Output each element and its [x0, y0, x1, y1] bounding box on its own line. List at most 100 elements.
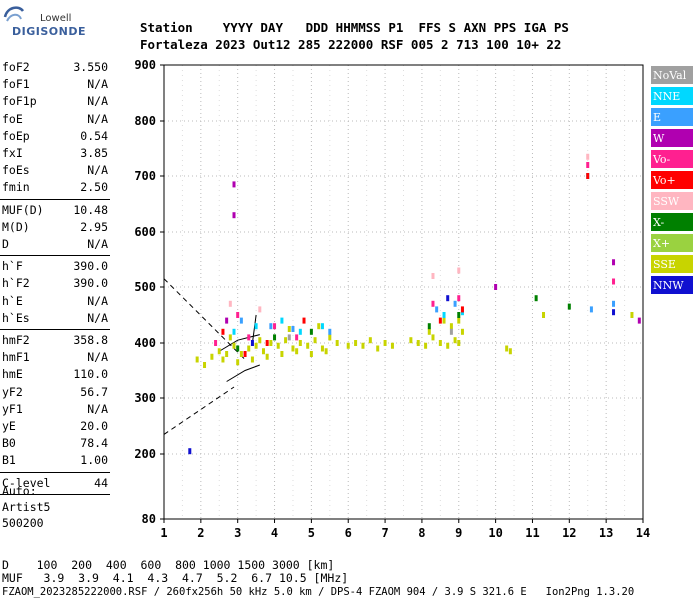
param-row: B0 78.4 — [2, 436, 108, 453]
data-point — [586, 162, 590, 168]
param-row: B1 1.00 — [2, 453, 108, 470]
x-tick-label: 7 — [381, 526, 388, 540]
param-row: h`F2 390.0 — [2, 276, 108, 293]
data-point — [376, 345, 380, 352]
data-point — [276, 342, 280, 349]
data-point — [427, 328, 431, 335]
data-point — [225, 317, 229, 324]
autoscaling-program: Artist5 — [2, 500, 51, 514]
param-name: h`F2 — [2, 276, 30, 291]
legend-label: SSW — [653, 195, 680, 208]
param-row: C-level 44 — [2, 476, 108, 493]
legend-swatch — [651, 129, 693, 147]
trace-line — [219, 334, 260, 352]
param-separator — [0, 255, 110, 257]
plot-frame — [163, 64, 644, 520]
data-point — [534, 295, 538, 302]
param-value: N/A — [87, 77, 108, 92]
data-point — [317, 323, 321, 330]
data-point — [446, 295, 450, 302]
legend-swatch — [651, 66, 693, 84]
data-point — [302, 317, 306, 324]
param-name: MUF(D) — [2, 202, 44, 217]
legend-label: E — [653, 111, 661, 124]
data-point — [295, 334, 299, 341]
data-point — [232, 181, 236, 188]
y-tick-label: 300 — [134, 391, 156, 405]
legend-swatch — [651, 150, 693, 168]
param-row: hmF1 N/A — [2, 350, 108, 367]
param-name: h`F — [2, 259, 23, 274]
data-point — [254, 323, 258, 330]
data-point — [457, 317, 461, 324]
param-value: 358.8 — [73, 333, 108, 347]
legend-swatch — [651, 108, 693, 126]
param-row: MUF(D) 10.48 — [2, 203, 108, 220]
param-value: 0.54 — [80, 128, 108, 143]
param-row: h`F 390.0 — [2, 259, 108, 276]
param-row: hmE 110.0 — [2, 367, 108, 384]
data-point — [309, 351, 313, 357]
data-point — [505, 345, 509, 352]
ionogram-chart: 1 2 3 4 5 6 7 8 9 10 11 12 13 14802003004005006007008… — [134, 58, 693, 540]
param-name: foF1p — [2, 94, 37, 109]
data-point — [195, 356, 199, 363]
param-name: foEp — [2, 128, 30, 143]
data-point — [232, 328, 236, 335]
data-point — [250, 340, 254, 346]
trace-line — [251, 314, 257, 344]
muf-row: MUF 3.9 3.9 4.1 4.3 4.7 5.2 6.7 10.5 [MH… — [2, 571, 349, 585]
data-point — [589, 306, 593, 313]
data-point — [273, 323, 277, 330]
x-tick-label: 3 — [234, 526, 241, 540]
data-point — [306, 342, 310, 349]
param-value: 1.00 — [80, 453, 108, 468]
data-point — [431, 273, 435, 279]
param-row: foEp 0.54 — [2, 129, 108, 146]
data-point — [427, 323, 431, 330]
param-value: 390.0 — [73, 276, 108, 291]
data-point — [431, 300, 435, 307]
param-separator — [0, 493, 110, 495]
data-point — [637, 317, 641, 324]
param-value: 3.85 — [80, 146, 108, 160]
data-point — [239, 317, 243, 324]
x-tick-label: 5 — [308, 526, 315, 540]
param-value: 390.0 — [73, 259, 108, 274]
legend-swatch — [651, 192, 693, 210]
data-point — [586, 153, 590, 160]
y-tick-label: 800 — [134, 114, 156, 128]
y-tick-label: 500 — [134, 280, 156, 294]
data-point — [453, 300, 457, 307]
data-point — [457, 340, 461, 346]
param-row: foF2 3.550 — [2, 60, 108, 77]
data-point — [328, 334, 332, 341]
y-tick-label: 900 — [134, 58, 156, 72]
data-point — [236, 312, 240, 318]
brand-lowell: Lowell — [40, 13, 72, 24]
brand-digisonde: DIGISONDE — [12, 25, 86, 38]
param-row: yE 20.0 — [2, 419, 108, 436]
data-point — [438, 340, 442, 346]
param-value: N/A — [87, 237, 108, 251]
data-point — [460, 306, 464, 313]
data-point — [239, 351, 243, 357]
legend-label: NNW — [653, 279, 684, 292]
legend-label: Vo+ — [652, 174, 676, 187]
data-point — [280, 351, 284, 357]
x-tick-label: 6 — [345, 526, 352, 540]
param-row: M(D) 2.95 — [2, 220, 108, 237]
data-point — [265, 353, 269, 360]
data-point — [567, 303, 571, 310]
y-tick-label: 700 — [134, 169, 156, 183]
x-tick-label: 12 — [562, 526, 576, 540]
legend-label: X- — [653, 216, 664, 229]
data-point — [416, 340, 420, 346]
param-value: N/A — [87, 350, 108, 365]
data-point — [273, 334, 277, 341]
param-name: hmF2 — [2, 333, 30, 347]
param-row: hmF2 358.8 — [2, 333, 108, 350]
data-point — [457, 312, 461, 318]
digisonde-logo: Lowell DIGISONDE — [0, 0, 85, 45]
data-point — [236, 359, 240, 366]
